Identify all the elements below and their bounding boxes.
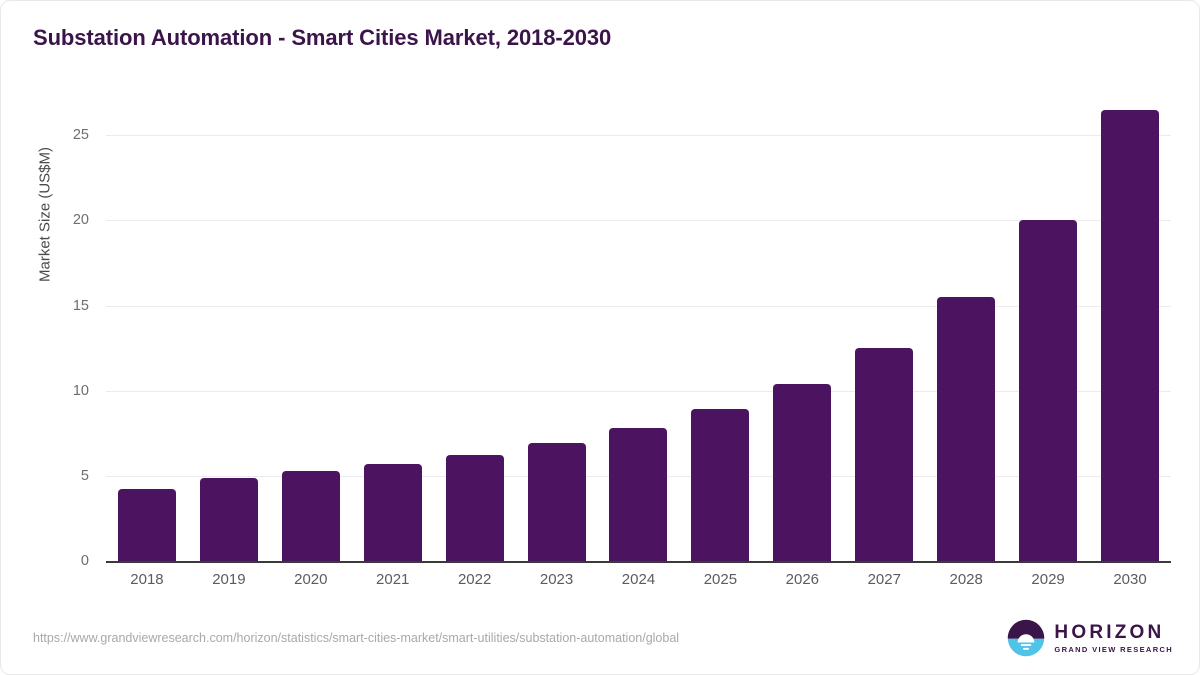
x-axis-line xyxy=(106,561,1171,563)
bar-slot xyxy=(598,96,680,561)
y-axis-tick-label: 10 xyxy=(72,382,89,399)
bar[interactable] xyxy=(691,409,750,561)
logo-tagline: GRAND VIEW RESEARCH xyxy=(1054,644,1173,654)
bar[interactable] xyxy=(199,477,258,561)
bar[interactable] xyxy=(773,383,832,561)
x-axis-tick-label: 2028 xyxy=(949,571,983,588)
bar-slot xyxy=(679,96,761,561)
x-axis-tick-label: 2025 xyxy=(703,571,738,588)
bar-slot xyxy=(270,96,352,561)
y-axis-tick-label: 25 xyxy=(72,127,89,144)
x-axis-tick-label: 2024 xyxy=(621,571,656,588)
x-axis-tick-label: 2030 xyxy=(1113,571,1147,588)
bar[interactable] xyxy=(363,463,422,561)
x-axis-tick-label: 2029 xyxy=(1031,571,1065,588)
horizon-logo-icon xyxy=(1008,619,1045,657)
bar[interactable] xyxy=(445,455,504,561)
bar-slot xyxy=(106,96,188,561)
y-axis-tick-label: 15 xyxy=(72,297,89,314)
page-title: Substation Automation - Smart Cities Mar… xyxy=(33,25,612,50)
x-axis-tick-label: 2021 xyxy=(376,571,410,588)
x-axis-tick-label: 2023 xyxy=(539,571,574,588)
x-axis-tick-label: 2026 xyxy=(785,571,820,588)
gridline xyxy=(106,135,1171,137)
y-axis-tick-label: 0 xyxy=(80,553,89,569)
bar-slot xyxy=(925,96,1007,561)
bar[interactable] xyxy=(281,470,340,561)
x-axis-tick-label: 2020 xyxy=(294,571,328,588)
bar-slot xyxy=(761,96,843,561)
bar[interactable] xyxy=(1019,220,1078,561)
bar[interactable] xyxy=(937,297,996,561)
x-axis-tick-labels: 2018 2019 2020 2021 2022 2023 2024 2025 2026 2027… xyxy=(106,571,1171,588)
horizon-logo: HORIZON GRAND VIEW RESEARCH xyxy=(1007,619,1173,657)
bar[interactable] xyxy=(1101,109,1160,561)
source-url[interactable]: https://www.grandviewresearch.com/horizo… xyxy=(33,631,680,645)
bar-slot xyxy=(188,96,270,561)
bar-slot xyxy=(434,96,516,561)
logo-name: HORIZON xyxy=(1054,621,1165,643)
x-axis-tick-label: 2022 xyxy=(457,571,492,588)
x-axis-tick-label: 2027 xyxy=(867,571,901,588)
gridline xyxy=(106,390,1171,392)
x-axis-tick-label: 2018 xyxy=(130,571,164,588)
bar-slot xyxy=(843,96,925,561)
bar[interactable] xyxy=(527,443,586,561)
gridline xyxy=(106,220,1171,222)
y-axis-tick-label: 20 xyxy=(72,212,89,229)
bar[interactable] xyxy=(117,489,176,561)
horizon-logo-text: HORIZON GRAND VIEW RESEARCH xyxy=(1054,623,1173,654)
bar-slot xyxy=(516,96,598,561)
bar-series xyxy=(106,96,1171,561)
y-axis-tick-label: 5 xyxy=(80,467,89,484)
bar-slot xyxy=(1007,96,1089,561)
bar-slot xyxy=(1089,96,1171,561)
gridline xyxy=(106,305,1171,307)
bar[interactable] xyxy=(855,348,914,561)
bar-slot xyxy=(352,96,434,561)
bar[interactable] xyxy=(609,428,668,561)
x-axis-tick-label: 2019 xyxy=(212,571,246,588)
